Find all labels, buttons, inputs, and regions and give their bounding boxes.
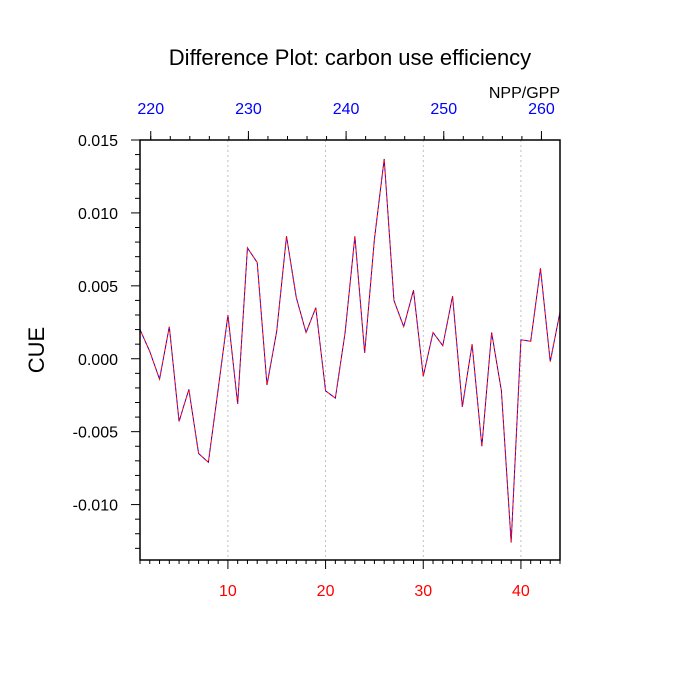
top-tick-label: 240 [333,101,360,118]
grid-lines [227,140,522,560]
y-tick-label: 0.010 [78,206,118,223]
chart-title: Difference Plot: carbon use efficiency [169,45,531,70]
top-tick-label: 220 [137,101,164,118]
minor-ticks [135,136,561,564]
x-tick-label: 10 [219,583,237,600]
top-tick-label: 250 [430,101,457,118]
x-tick-label: 40 [512,583,530,600]
top-tick-label: 230 [235,101,262,118]
y-tick-label: 0.000 [78,352,118,369]
y-tick-label: -0.010 [73,498,118,515]
major-ticks [131,131,542,569]
series-line-blue [139,158,561,543]
y-axis-label: CUE [24,327,49,373]
top-tick-label: 260 [528,101,555,118]
y-tick-label: 0.015 [78,133,118,150]
tick-labels: 10 20 30 40 220 230 240 250 260 0.015 0.010 0.005 0.… [73,101,555,600]
y-tick-label: -0.005 [73,425,118,442]
y-tick-label: 0.005 [78,279,118,296]
series-lines [139,158,561,543]
series-line-red [139,158,561,543]
x-tick-label: 20 [317,583,335,600]
x-tick-label: 30 [414,583,432,600]
top-axis-label: NPP/GPP [489,85,560,102]
plot-frame [139,139,561,561]
